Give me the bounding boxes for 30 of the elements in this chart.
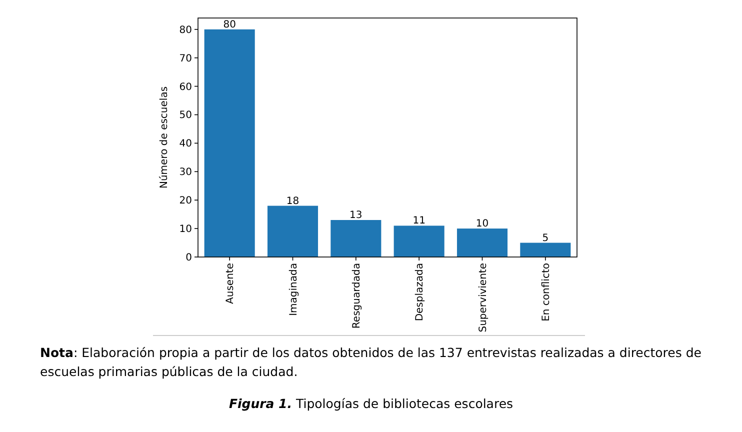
- x-tick-label: Desplazada: [414, 263, 426, 322]
- y-tick-label: 50: [179, 110, 192, 122]
- bar: [520, 242, 571, 257]
- y-axis-title: Número de escuelas: [159, 86, 170, 189]
- y-tick-label: 30: [179, 167, 192, 178]
- y-tick-label: 70: [179, 53, 192, 64]
- data-label: 13: [350, 210, 362, 222]
- y-tick-label: 20: [179, 196, 192, 207]
- text: Figura 1. Tipologías de bibliotecas escolares: [228, 396, 514, 411]
- y-tick-label: 40: [179, 138, 192, 150]
- data-label: 5: [542, 232, 549, 244]
- x-tick-label: Superviviente: [478, 263, 489, 332]
- x-tick-label: Resguardada: [351, 263, 362, 329]
- data-label: 18: [286, 196, 300, 207]
- x-tick-label: Ausente: [225, 263, 236, 304]
- text: Nota: Elaboración propia a partir de los datos obtenidos de las 137 entrevistas realizadas a directores de escuelas primarias públicas de la ciudad.: [40, 344, 702, 381]
- x-tick-label: En conflicto: [540, 263, 552, 322]
- data-label: 10: [476, 218, 489, 230]
- y-tick-label: 0: [186, 252, 192, 264]
- y-tick-label: 10: [179, 224, 192, 236]
- bar: [204, 29, 255, 257]
- data-label: 11: [412, 216, 426, 227]
- y-tick-label: 80: [179, 24, 192, 36]
- y-tick-label: 60: [179, 82, 192, 93]
- x-tick-label: Imaginada: [288, 263, 300, 316]
- bar: [394, 226, 444, 257]
- bar: [456, 228, 508, 257]
- bar: [330, 220, 382, 257]
- bar: [267, 206, 318, 257]
- data-label: 80: [223, 19, 236, 30]
